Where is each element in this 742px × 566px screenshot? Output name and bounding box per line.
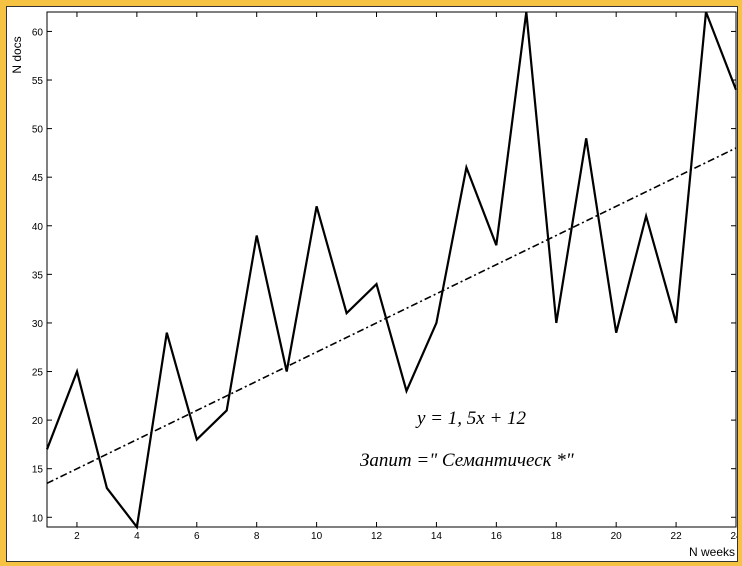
y-tick-label: 15 <box>32 465 44 476</box>
x-tick-label: 20 <box>611 531 623 542</box>
x-tick-label: 6 <box>194 531 200 542</box>
x-tick-label: 4 <box>134 531 140 542</box>
y-tick-label: 40 <box>32 222 44 233</box>
y-tick-label: 50 <box>32 125 44 136</box>
x-tick-label: 12 <box>371 531 383 542</box>
x-tick-label: 22 <box>671 531 683 542</box>
x-tick-label: 14 <box>431 531 443 542</box>
x-axis-label: N weeks <box>689 545 735 559</box>
trend-equation-annotation: y = 1, 5x + 12 <box>415 408 527 429</box>
plot-area <box>46 11 737 528</box>
y-tick-label: 10 <box>32 513 44 524</box>
series-docs-line <box>45 11 737 530</box>
x-tick-label: 2 <box>74 531 80 542</box>
x-tick-label: 16 <box>491 531 503 542</box>
x-tick-label: 10 <box>311 531 323 542</box>
y-tick-label: 55 <box>32 76 44 87</box>
y-tick-label: 60 <box>32 27 44 38</box>
x-tick-label: 24 <box>730 531 737 542</box>
x-tick-label: 18 <box>551 531 563 542</box>
y-tick-label: 35 <box>32 270 44 281</box>
y-tick-label: 30 <box>32 319 44 330</box>
chart-frame: 2468101214161820222410152025303540455055… <box>6 6 738 562</box>
y-tick-label: 45 <box>32 173 44 184</box>
y-axis-label: N docs <box>10 36 24 73</box>
query-annotation: Запит =" Семантическ *" <box>360 450 575 471</box>
y-tick-label: 25 <box>32 368 44 379</box>
line-chart: 2468101214161820222410152025303540455055… <box>10 11 737 559</box>
y-tick-label: 20 <box>32 416 44 427</box>
x-tick-label: 8 <box>254 531 260 542</box>
